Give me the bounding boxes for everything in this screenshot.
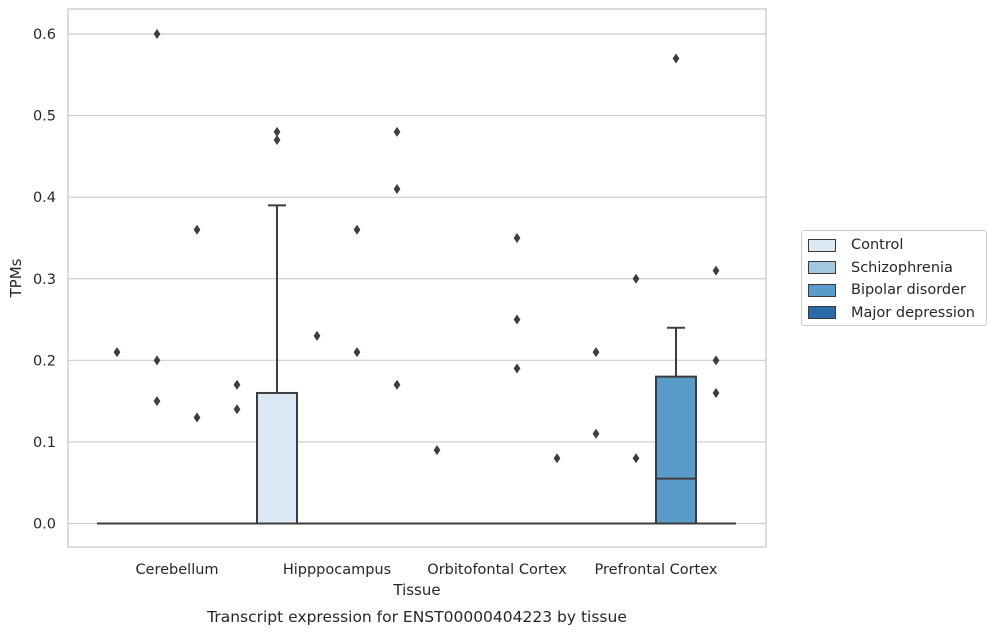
outlier-point: [513, 232, 521, 243]
legend-swatch: [808, 306, 836, 319]
outlier-point: [592, 428, 600, 439]
legend-swatch: [808, 238, 836, 252]
box-body: [256, 391, 298, 525]
legend-label: Schizophrenia: [851, 259, 953, 276]
outlier-point: [513, 363, 521, 374]
y-tick-label: 0.6: [33, 27, 56, 43]
box-series-layer: [97, 204, 736, 525]
outlier-point: [553, 453, 561, 464]
legend-item: Major depression: [808, 303, 975, 323]
y-tick-labels: 0.0 0.1 0.2 0.3 0.4 0.5 0.6: [33, 27, 56, 533]
outlier-point: [153, 355, 161, 366]
outlier-point: [313, 330, 321, 341]
legend-label: Control: [851, 237, 904, 253]
outlier-point: [193, 412, 201, 423]
x-tick-label: Orbitofontal Cortex: [427, 562, 567, 578]
outlier-point: [273, 135, 281, 146]
outlier-layer: [113, 29, 720, 464]
x-axis-label: Tissue: [392, 581, 440, 599]
outlier-point: [592, 347, 600, 358]
outlier-point: [193, 224, 201, 235]
y-tick-label: 0.3: [33, 272, 56, 288]
x-tick-label: Cerebellum: [135, 562, 218, 578]
legend-swatch: [808, 261, 836, 274]
outlier-point: [433, 445, 441, 456]
legend-label: Bipolar disorder: [851, 282, 966, 298]
outlier-point: [153, 29, 161, 39]
box-body: [655, 375, 697, 525]
y-tick-label: 0.5: [33, 109, 56, 125]
box-bipolar-disorder: [655, 326, 697, 525]
y-axis-label: TPMs: [7, 258, 25, 298]
outlier-point: [393, 184, 401, 195]
plot-frame: [67, 8, 767, 548]
outlier-point: [712, 265, 720, 276]
x-tick-label: Prefrontal Cortex: [595, 562, 718, 578]
outlier-point: [233, 404, 241, 415]
outlier-point: [393, 126, 401, 137]
outlier-point: [113, 347, 121, 358]
chart-title: Transcript expression for ENST0000040422…: [206, 608, 627, 626]
outlier-point: [672, 53, 680, 64]
outlier-point: [712, 355, 720, 366]
y-tick-label: 0.1: [33, 435, 56, 451]
legend: Control Schizophrenia Bipolar disorder Majo…: [801, 230, 987, 326]
y-tick-label: 0.4: [33, 190, 56, 206]
outlier-point: [393, 379, 401, 390]
y-gridlines: [68, 33, 766, 525]
y-tick-label: 0.0: [33, 517, 56, 533]
outlier-point: [632, 453, 640, 464]
outlier-point: [153, 396, 161, 407]
legend-label: Major depression: [851, 304, 975, 321]
outlier-point: [513, 314, 521, 325]
legend-item: Schizophrenia: [808, 258, 953, 278]
outlier-point: [353, 224, 361, 235]
x-tick-label: Hipppocampus: [283, 562, 391, 578]
outlier-point: [273, 126, 281, 137]
outlier-point: [353, 347, 361, 358]
legend-item: Control: [808, 235, 903, 255]
outlier-point: [632, 273, 640, 284]
outlier-point: [712, 387, 720, 398]
y-tick-label: 0.2: [33, 353, 56, 369]
x-tick-labels: Cerebellum Hipppocampus Orbitofontal Corte…: [135, 562, 717, 578]
legend-swatch: [808, 283, 836, 297]
box-control: [256, 204, 298, 525]
outlier-point: [233, 379, 241, 390]
legend-item: Bipolar disorder: [808, 280, 966, 300]
